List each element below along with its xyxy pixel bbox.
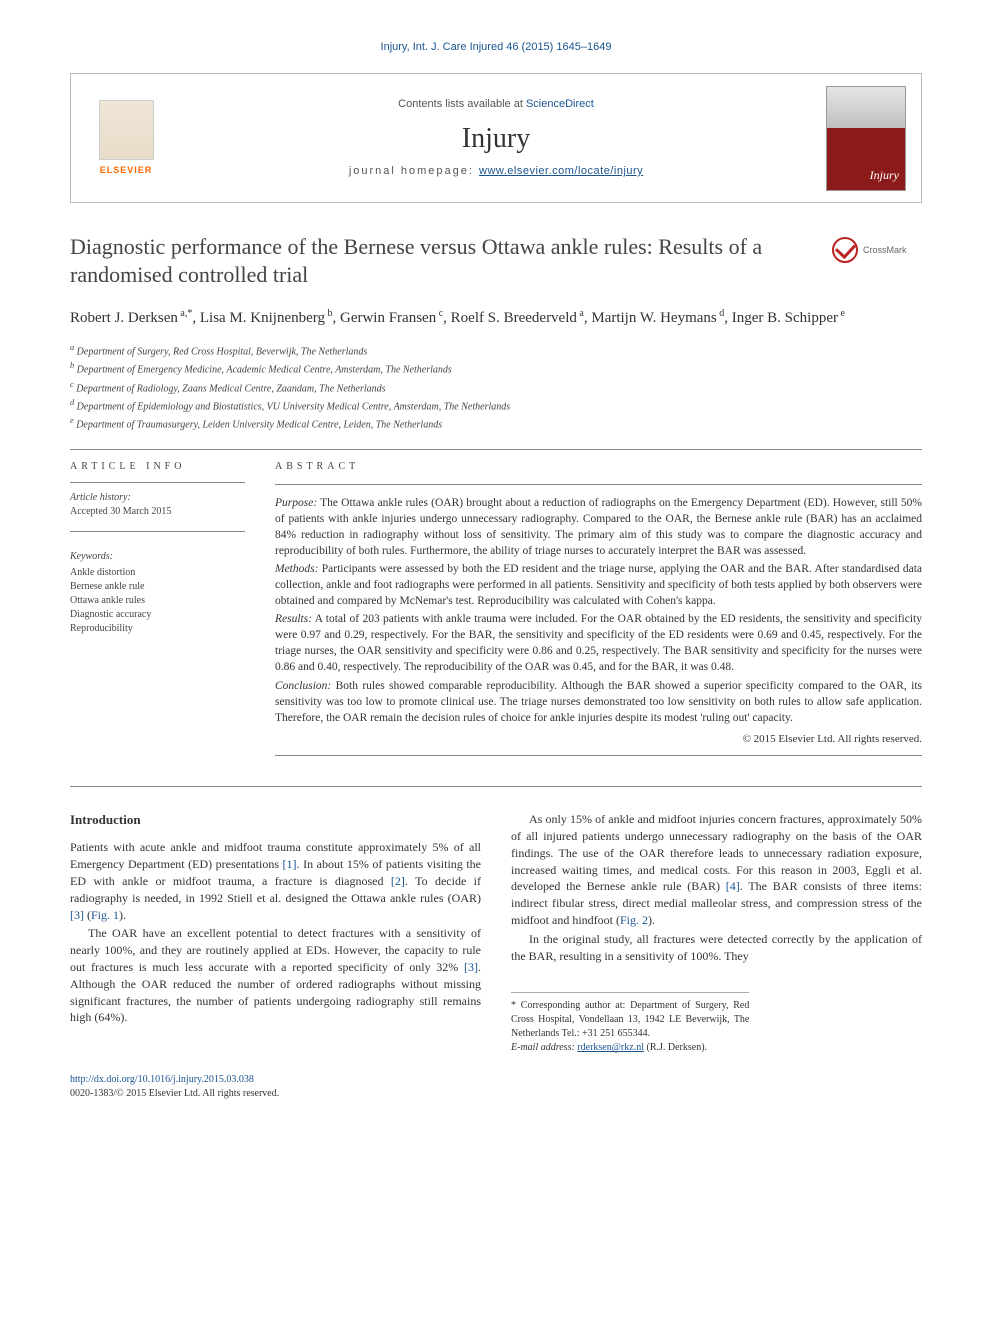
issn-copyright: 0020-1383/© 2015 Elsevier Ltd. All right… [70,1088,279,1099]
corresponding-email-link[interactable]: rderksen@rkz.nl [577,1042,644,1053]
contents-prefix: Contents lists available at [398,98,526,110]
journal-homepage-line: journal homepage: www.elsevier.com/locat… [349,164,643,179]
author-affil-marker: d [717,308,725,319]
author-name: Gerwin Fransen [340,310,436,326]
section-heading-introduction: Introduction [70,811,481,829]
email-label: E-mail address: [511,1042,577,1053]
publisher-logo-box: ELSEVIER [71,74,181,202]
crossmark-label: CrossMark [863,244,907,257]
keyword: Ottawa ankle rules [70,594,245,608]
figure-link[interactable]: Fig. 2 [620,913,648,927]
keyword: Ankle distortion [70,566,245,580]
abstract-paragraph: Results: A total of 203 patients with an… [275,611,922,675]
body-paragraph: Patients with acute ankle and midfoot tr… [70,839,481,923]
homepage-prefix: journal homepage: [349,165,479,177]
citation-link[interactable]: [3] [70,908,84,922]
affiliation: c Department of Radiology, Zaans Medical… [70,379,922,396]
keywords-label: Keywords: [70,550,245,564]
affiliation: e Department of Traumasurgery, Leiden Un… [70,415,922,432]
correspondence-footnote: * Corresponding author at: Department of… [511,992,749,1055]
author-name: Roelf S. Breederveld [451,310,577,326]
affiliation: b Department of Emergency Medicine, Acad… [70,360,922,377]
figure-link[interactable]: Fig. 1 [91,908,119,922]
sciencedirect-link[interactable]: ScienceDirect [526,98,594,110]
keyword: Reproducibility [70,622,245,636]
article-info-sidebar: ARTICLE INFO Article history: Accepted 3… [70,460,245,757]
author-name: Martijn W. Heymans [591,310,716,326]
author-name: Robert J. Derksen [70,310,178,326]
author-affil-marker: e [838,308,845,319]
journal-cover-icon [826,86,906,191]
author-affil-marker: b [325,308,333,319]
abstract-paragraph: Purpose: The Ottawa ankle rules (OAR) br… [275,495,922,559]
article-info-heading: ARTICLE INFO [70,460,245,474]
email-suffix: (R.J. Derksen). [644,1042,707,1053]
contents-available-line: Contents lists available at ScienceDirec… [398,97,594,112]
abstract-paragraph: Conclusion: Both rules showed comparable… [275,678,922,726]
author-name: Lisa M. Knijnenberg [200,310,325,326]
abstract-heading: ABSTRACT [275,460,922,474]
elsevier-tree-icon [99,100,154,160]
journal-homepage-link[interactable]: www.elsevier.com/locate/injury [479,165,643,177]
running-head: Injury, Int. J. Care Injured 46 (2015) 1… [70,40,922,55]
author-name: Inger B. Schipper [732,310,838,326]
journal-cover-box [811,74,921,202]
keyword: Diagnostic accuracy [70,608,245,622]
author-affil-marker: a,* [178,308,192,319]
citation-link[interactable]: [1] [283,857,297,871]
crossmark-badge[interactable]: CrossMark [832,237,922,263]
corresponding-author-text: * Corresponding author at: Department of… [511,999,749,1041]
author-affil-marker: a [577,308,584,319]
abstract-paragraph: Methods: Participants were assessed by b… [275,561,922,609]
crossmark-icon [832,237,858,263]
keyword: Bernese ankle rule [70,580,245,594]
citation-link[interactable]: [3] [464,960,478,974]
body-paragraph: The OAR have an excellent potential to d… [70,925,481,1026]
copyright-line: © 2015 Elsevier Ltd. All rights reserved… [275,732,922,747]
history-label: Article history: [70,491,245,505]
author-affil-marker: c [436,308,443,319]
article-title: Diagnostic performance of the Bernese ve… [70,233,832,288]
affiliation-list: a Department of Surgery, Red Cross Hospi… [70,342,922,433]
body-paragraph: In the original study, all fractures wer… [511,931,922,965]
journal-title: Injury [462,119,530,158]
affiliation: d Department of Epidemiology and Biostat… [70,397,922,414]
journal-masthead: ELSEVIER Contents lists available at Sci… [70,73,922,203]
doi-link[interactable]: http://dx.doi.org/10.1016/j.injury.2015.… [70,1074,254,1085]
citation-link[interactable]: [4] [726,879,740,893]
abstract: ABSTRACT Purpose: The Ottawa ankle rules… [275,460,922,757]
citation-link[interactable]: [2] [391,874,405,888]
doi-footer: http://dx.doi.org/10.1016/j.injury.2015.… [70,1073,922,1101]
author-list: Robert J. Derksen a,*, Lisa M. Knijnenbe… [70,306,922,330]
affiliation: a Department of Surgery, Red Cross Hospi… [70,342,922,359]
accepted-date: Accepted 30 March 2015 [70,505,245,519]
body-paragraph: As only 15% of ankle and midfoot injurie… [511,811,922,929]
publisher-name: ELSEVIER [100,164,153,177]
body-columns: Introduction Patients with acute ankle a… [70,811,922,1055]
